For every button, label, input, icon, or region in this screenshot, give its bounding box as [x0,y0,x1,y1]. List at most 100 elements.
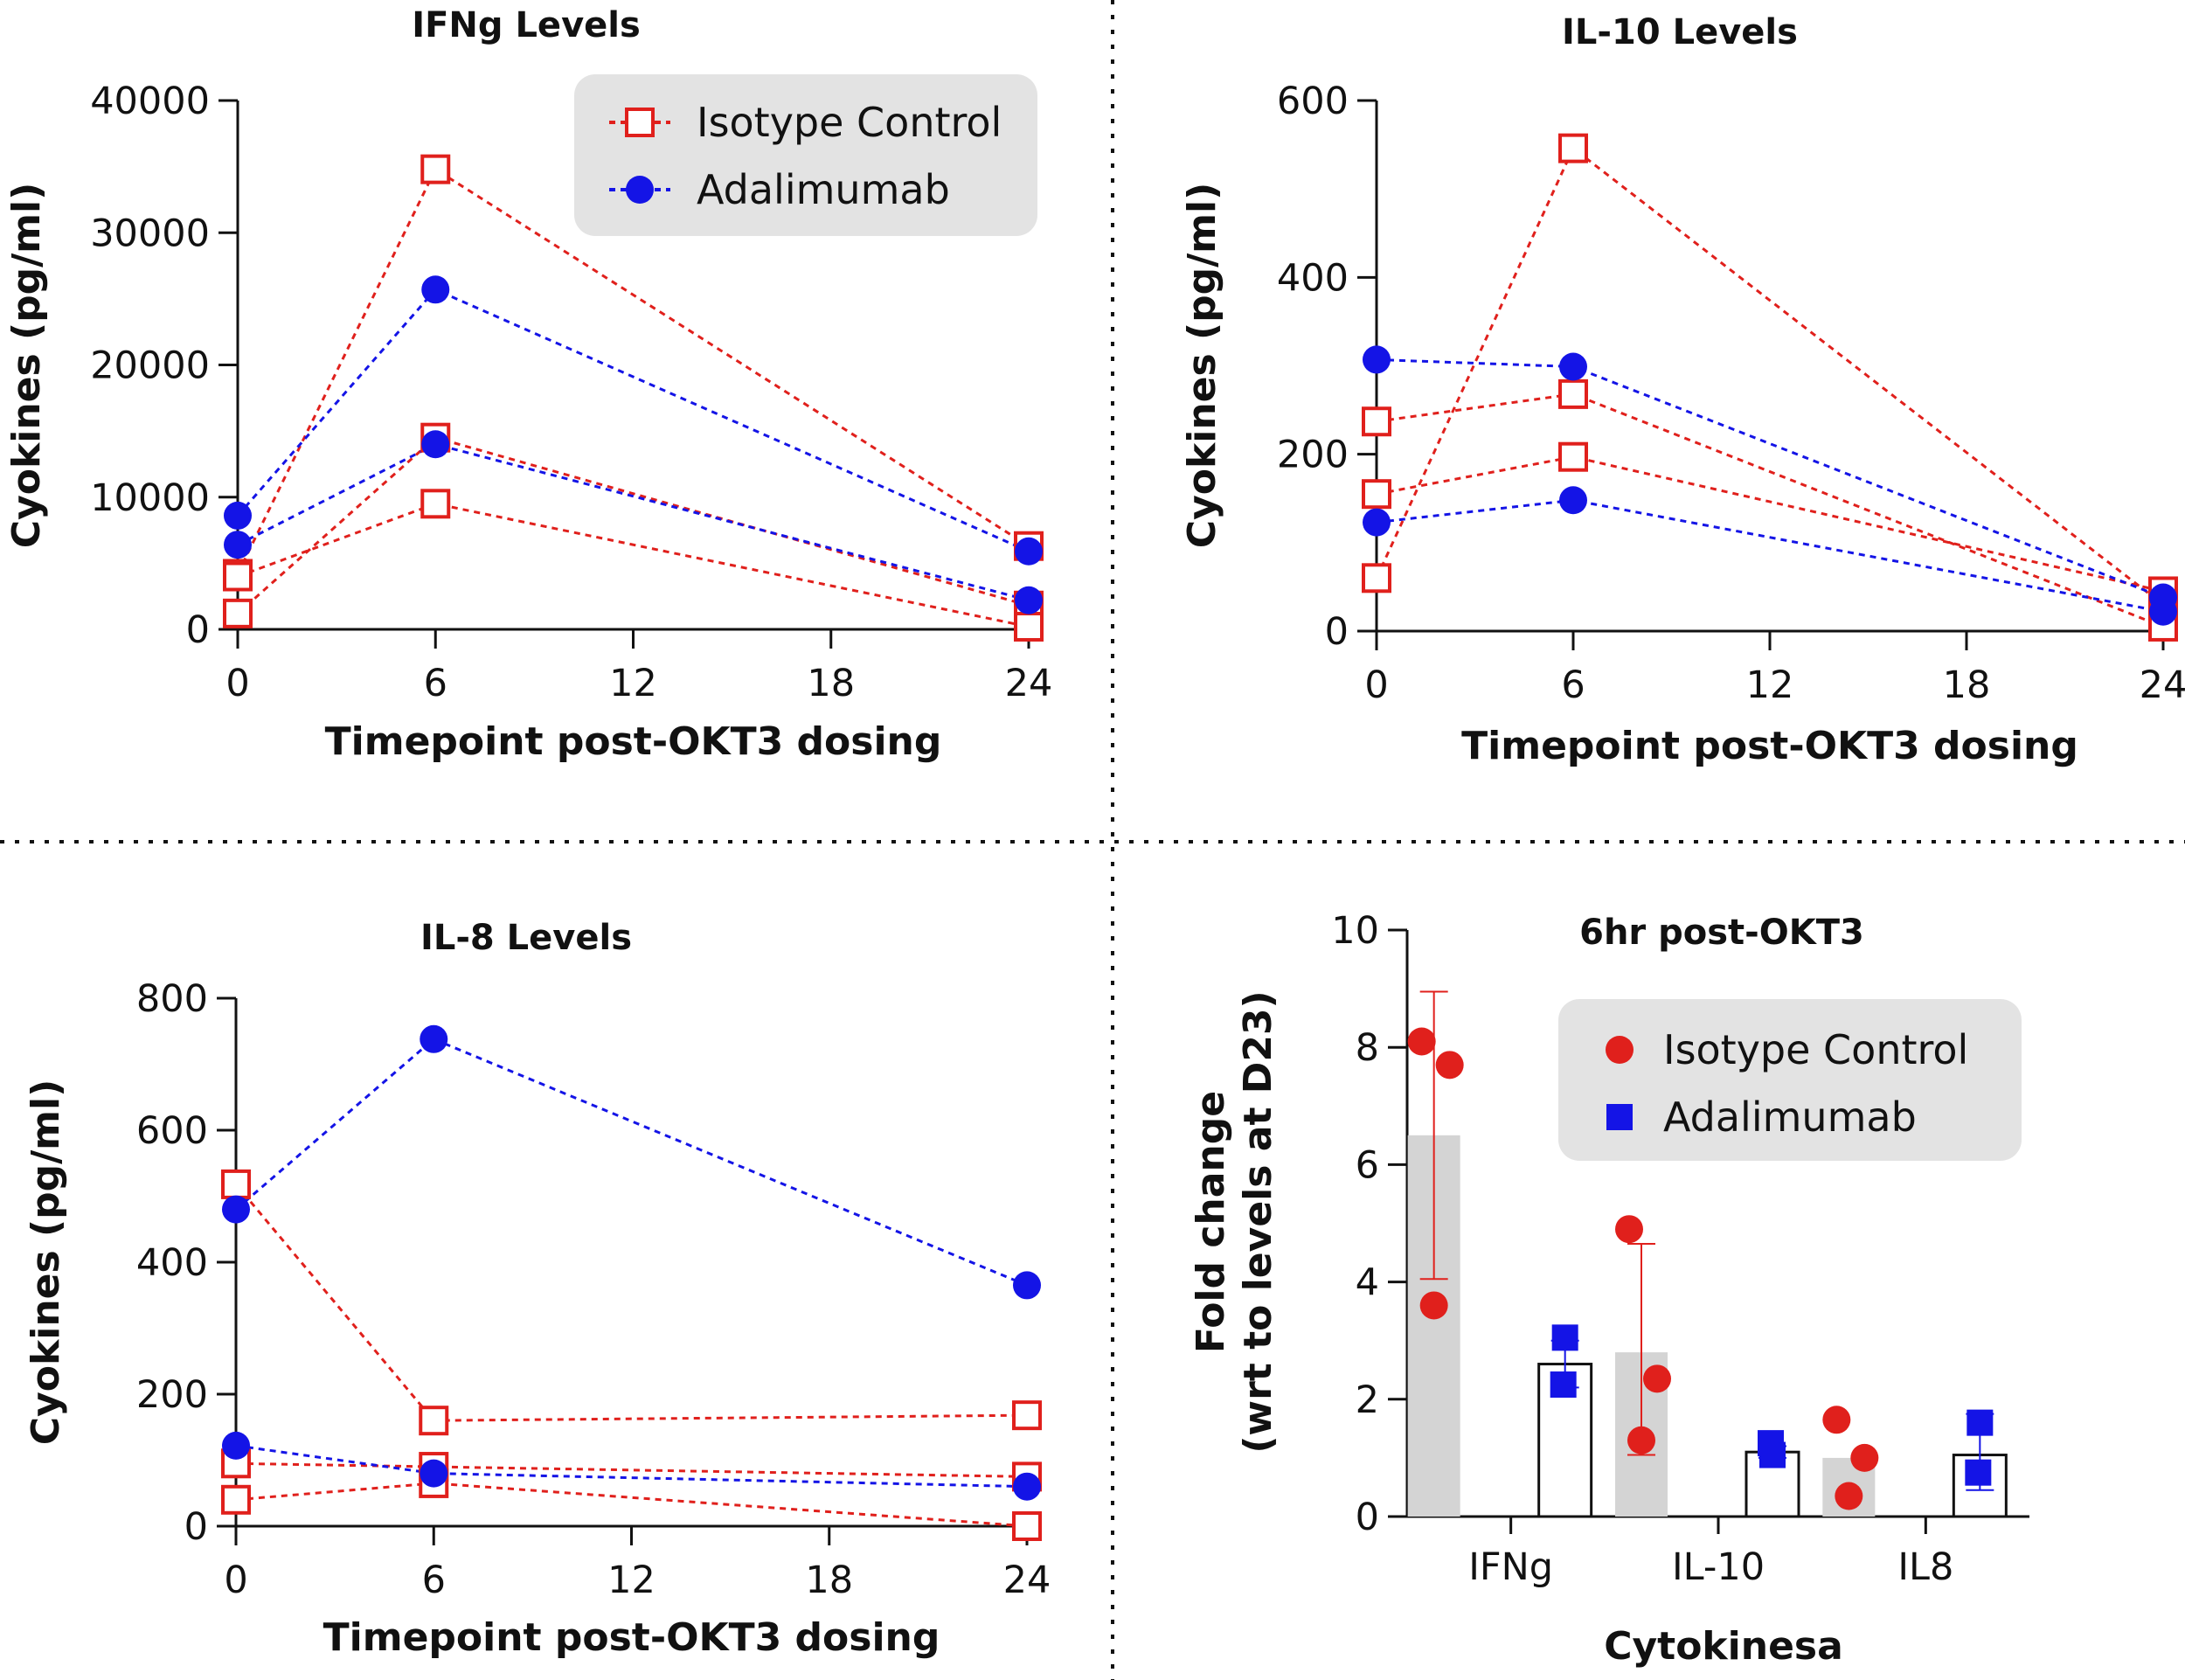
data-point [1362,479,1391,510]
data-point [1758,1430,1784,1457]
data-point [1835,1482,1863,1510]
il10-levels-chart: 0 200 400 600 0 6 12 18 24 IL-10 Levels Timepoint … [1180,12,2185,768]
fold-change-chart: 0 2 4 6 8 10 IFNg IL-10 IL8 6hr post-OKT3 Cytokine… [1189,909,2029,1669]
x-tick-label: 18 [807,662,855,705]
data-point [224,531,252,559]
data-point [223,598,253,628]
data-point [221,1169,251,1199]
data-point [2149,597,2177,626]
data-point [1419,1291,1448,1320]
x-axis-label: Timepoint post-OKT3 dosing [323,1615,940,1660]
legend-adalimumab-label: Adalimumab [697,166,950,213]
data-point [1012,1511,1042,1541]
x-tick-label: 6 [1561,663,1585,707]
data-point [420,1459,448,1488]
series-line [237,502,1030,628]
y-tick-label: 2 [1356,1378,1379,1422]
y-tick-label: 20000 [90,344,210,388]
series-line [1376,358,2164,599]
y-tick-label: 10000 [90,476,210,520]
data-point [1013,1472,1041,1501]
x-tick-label: 18 [805,1559,853,1602]
series-line [237,436,1030,614]
data-point [1362,563,1391,594]
data-point [1559,486,1587,515]
data-point [1013,1271,1041,1300]
data-point [1012,1400,1042,1431]
y-axis-label-line2: (wrt to levels at D23) [1236,990,1280,1453]
series-line [236,167,1030,575]
x-tick-label: IL-10 [1672,1545,1765,1589]
series-line [235,1444,1028,1489]
data-point [421,430,450,459]
il8-levels-chart: 0 200 400 600 800 0 6 12 18 24 IL-8 Levels Timepoin… [24,918,1051,1660]
x-tick-label: IL8 [1897,1545,1953,1589]
x-tick-label: 24 [1005,662,1053,705]
x-tick-label: 12 [607,1559,656,1602]
x-tick-label: 6 [424,662,447,705]
y-axis-label: Cyokines (pg/ml) [24,1080,68,1445]
x-tick-label: 24 [1003,1559,1051,1602]
data-point [1014,611,1044,642]
data-point [420,489,451,519]
y-tick-label: 6 [1356,1143,1379,1187]
data-point [222,1431,250,1460]
series-line [1376,498,2164,614]
legend-adalimumab-label: Adalimumab [1663,1093,1917,1141]
y-tick-label: 40000 [90,80,210,123]
series-line [235,1482,1028,1528]
data-point [420,154,451,184]
series-line [234,1183,1028,1422]
y-tick-label: 30000 [90,212,210,255]
data-point [1558,441,1588,472]
x-tick-label: 24 [2140,663,2185,707]
data-point [1407,1027,1436,1056]
y-tick-label: 0 [1325,610,1349,654]
data-point [1965,1459,1992,1486]
chart-title: IL-10 Levels [1562,12,1798,52]
data-point [1363,508,1391,537]
y-axis-label: Cyokines (pg/ml) [1180,183,1224,548]
y-tick-label: 4 [1356,1261,1379,1305]
x-tick-label: 0 [225,662,249,705]
y-tick-label: 600 [1277,80,1349,123]
legend-isotype-label: Isotype Control [1663,1026,1968,1073]
legend-box [1558,999,2022,1161]
x-tick-label: 12 [609,662,657,705]
data-point [1362,406,1391,437]
chart-title: 6hr post-OKT3 [1579,913,1864,953]
data-point [1015,537,1043,566]
x-tick-label: 0 [224,1559,247,1602]
y-tick-label: 0 [184,1505,208,1549]
legend-adalimumab-marker [1606,1104,1633,1130]
data-point [1966,1409,1994,1436]
y-tick-label: 200 [1277,434,1349,477]
series-line [235,1461,1028,1478]
data-point [420,1024,448,1053]
data-point [1550,1371,1577,1399]
legend-isotype-marker [1606,1036,1634,1064]
y-tick-label: 200 [136,1373,208,1417]
y-tick-label: 400 [1277,256,1349,300]
x-axis-label: Cytokinesa [1604,1624,1843,1669]
series-line [236,288,1030,553]
data-point [221,1484,251,1515]
x-tick-label: 6 [422,1559,446,1602]
y-tick-label: 0 [1356,1496,1379,1539]
y-tick-label: 10 [1331,909,1379,953]
data-point [1822,1406,1851,1434]
series-line [1376,392,2164,628]
legend-isotype-label: Isotype Control [697,99,1002,146]
x-tick-label: 12 [1746,663,1794,707]
y-axis-label-line1: Fold change [1189,1091,1233,1353]
data-point [1363,345,1391,374]
data-point [1435,1051,1464,1080]
legend-isotype-marker [625,108,655,137]
legend-box [574,74,1037,236]
data-point [222,1195,250,1224]
y-axis-label: Cyokines (pg/ml) [4,183,49,548]
data-point [1558,133,1588,163]
series-line [237,442,1030,602]
data-point [1850,1443,1879,1472]
